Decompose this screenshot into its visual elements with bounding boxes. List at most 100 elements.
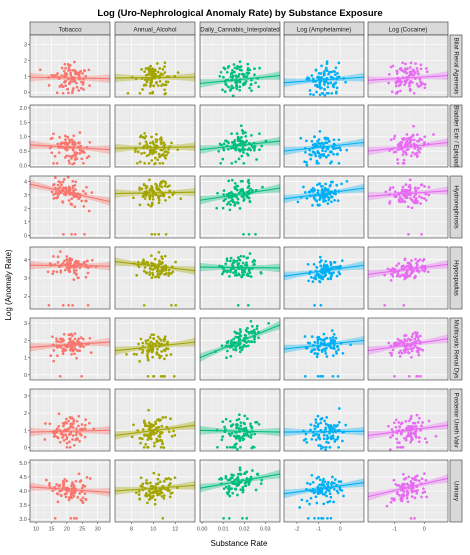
data-point <box>319 303 323 307</box>
trend-line <box>199 187 281 201</box>
data-point <box>425 441 429 444</box>
panel-border <box>29 104 111 168</box>
column-strip-label: Log (Amphetamine) <box>297 27 351 34</box>
data-point <box>313 516 316 520</box>
data-point <box>222 199 226 203</box>
data-point <box>250 78 253 82</box>
data-point <box>334 66 338 70</box>
data-point <box>316 374 320 378</box>
data-point <box>230 476 234 480</box>
data-point <box>156 347 159 351</box>
data-point <box>226 340 230 343</box>
facet-panel <box>283 459 365 523</box>
data-point <box>336 345 339 349</box>
data-point <box>315 143 318 146</box>
facet-panel <box>199 246 281 310</box>
data-point <box>242 199 246 202</box>
data-point <box>149 497 152 500</box>
data-point <box>228 89 232 92</box>
data-point <box>68 161 71 165</box>
data-point <box>416 259 420 263</box>
data-point <box>419 429 422 432</box>
data-point <box>82 88 85 91</box>
data-point <box>410 495 414 498</box>
data-point <box>159 141 163 144</box>
y-tick-label: 4 <box>24 179 27 185</box>
data-point <box>166 347 170 351</box>
data-point <box>220 143 223 147</box>
data-point <box>69 516 73 520</box>
data-point <box>419 374 422 378</box>
data-point <box>311 143 315 147</box>
data-point <box>320 482 324 486</box>
data-point <box>73 271 76 275</box>
data-point <box>162 194 166 198</box>
data-point <box>417 338 420 342</box>
data-point <box>239 424 243 428</box>
panel-border <box>29 34 111 98</box>
data-point <box>233 445 237 449</box>
data-point <box>148 178 151 182</box>
data-point <box>219 161 223 165</box>
data-point <box>235 195 239 199</box>
data-point <box>84 418 87 422</box>
data-point <box>323 419 326 423</box>
data-point <box>407 374 411 378</box>
row-strip-label: Bladder Extr / Epispad <box>452 105 459 167</box>
data-point <box>138 91 142 95</box>
data-point <box>333 147 337 150</box>
data-point <box>327 198 331 202</box>
data-point <box>81 337 85 341</box>
data-point <box>173 476 177 480</box>
data-point <box>243 484 247 488</box>
data-point <box>306 262 310 266</box>
data-point <box>312 263 316 266</box>
data-point <box>326 137 330 141</box>
data-point <box>305 139 308 143</box>
data-point <box>253 148 256 152</box>
data-point <box>67 344 71 348</box>
data-point <box>426 270 430 274</box>
x-tick-label: 25 <box>79 527 85 533</box>
data-point <box>57 484 61 488</box>
data-point <box>246 273 250 277</box>
data-point <box>245 516 249 520</box>
data-point <box>246 303 250 307</box>
data-point <box>415 374 419 378</box>
data-point <box>242 437 246 441</box>
row-strip: Urinary <box>449 459 463 523</box>
data-point <box>81 189 85 193</box>
data-point <box>335 183 339 187</box>
data-point <box>247 146 251 150</box>
data-point <box>315 501 319 505</box>
data-point <box>78 266 82 270</box>
data-point <box>328 445 332 449</box>
data-point <box>81 72 84 75</box>
trend-line <box>283 76 365 84</box>
data-point <box>227 179 231 183</box>
data-point <box>398 342 402 345</box>
data-point <box>48 481 51 485</box>
data-point <box>260 144 264 148</box>
data-point <box>143 433 146 437</box>
data-point <box>67 270 71 273</box>
data-point <box>324 490 328 494</box>
y-tick-label: 1 <box>24 428 27 434</box>
y-tick-label: 1.5 <box>19 120 27 126</box>
data-point <box>314 274 318 277</box>
data-point <box>228 494 232 498</box>
data-point <box>235 80 239 84</box>
data-point <box>142 419 146 423</box>
data-point <box>423 185 426 188</box>
data-point <box>164 232 168 236</box>
data-point <box>241 490 245 494</box>
data-point <box>240 129 244 132</box>
data-point <box>253 263 256 266</box>
data-point <box>394 84 398 88</box>
data-point <box>148 273 151 276</box>
data-point <box>397 421 401 424</box>
data-point <box>68 440 71 444</box>
data-point <box>72 420 76 423</box>
data-point <box>219 70 223 74</box>
data-point <box>157 263 160 267</box>
